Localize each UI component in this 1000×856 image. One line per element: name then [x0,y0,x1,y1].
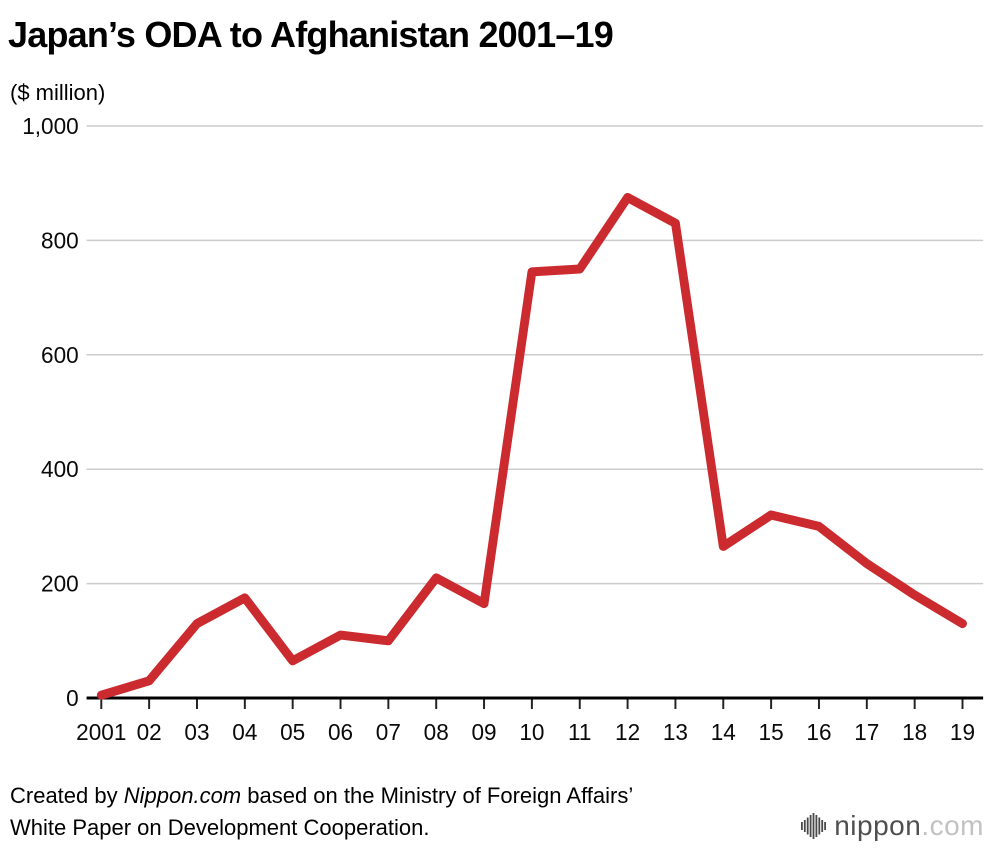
logo-text-suffix: .com [921,809,984,841]
credit-prefix: Created by [10,783,124,808]
chart-footer: Created by Nippon.com based on the Minis… [8,756,990,844]
credit-line2: White Paper on Development Cooperation. [10,814,430,840]
x-tick-label: 10 [519,719,544,745]
x-tick-label: 17 [854,719,879,745]
x-tick-label: 08 [424,719,449,745]
nippon-logo: nippon.com [801,810,984,844]
x-tick-label: 04 [232,719,257,745]
x-tick-label: 2001 [76,719,126,745]
source-credit: Created by Nippon.com based on the Minis… [10,780,633,844]
x-tick-label: 05 [280,719,305,745]
oda-line-chart: 0 200 400 600 800 1,000 2001 02 03 04 05 06 07 08 09 10… [22,113,984,745]
credit-line1-suffix: based on the Ministry of Foreign Affairs… [241,783,634,808]
x-tick-label: 11 [568,719,591,745]
x-tick-label: 06 [328,719,353,745]
chart-title: Japan’s ODA to Afghanistan 2001–19 [8,14,614,55]
y-tick-label: 1,000 [22,113,78,139]
y-tick-label: 400 [41,456,79,482]
x-tick-label: 12 [615,719,640,745]
x-tick-label: 19 [950,719,975,745]
x-tick-label: 07 [376,719,401,745]
y-tick-label: 0 [66,685,79,711]
y-tick-label: 200 [41,570,79,596]
credit-source-name: Nippon.com [123,783,242,808]
x-tick-label: 15 [759,719,784,745]
y-tick-label: 600 [41,342,79,368]
vertical-bars-icon [801,812,827,839]
y-tick-label: 800 [41,227,79,253]
x-tick-label: 13 [663,719,688,745]
logo-text-main: nippon [834,809,922,841]
x-tick-label: 02 [137,719,162,745]
x-tick-label: 03 [184,719,209,745]
x-tick-label: 16 [806,719,831,745]
x-tick-label: 18 [902,719,927,745]
y-axis-unit-label: ($ million) [10,80,106,105]
x-tick-label: 09 [471,719,496,745]
oda-line-series [96,193,967,700]
x-tick-label: 14 [711,719,736,745]
